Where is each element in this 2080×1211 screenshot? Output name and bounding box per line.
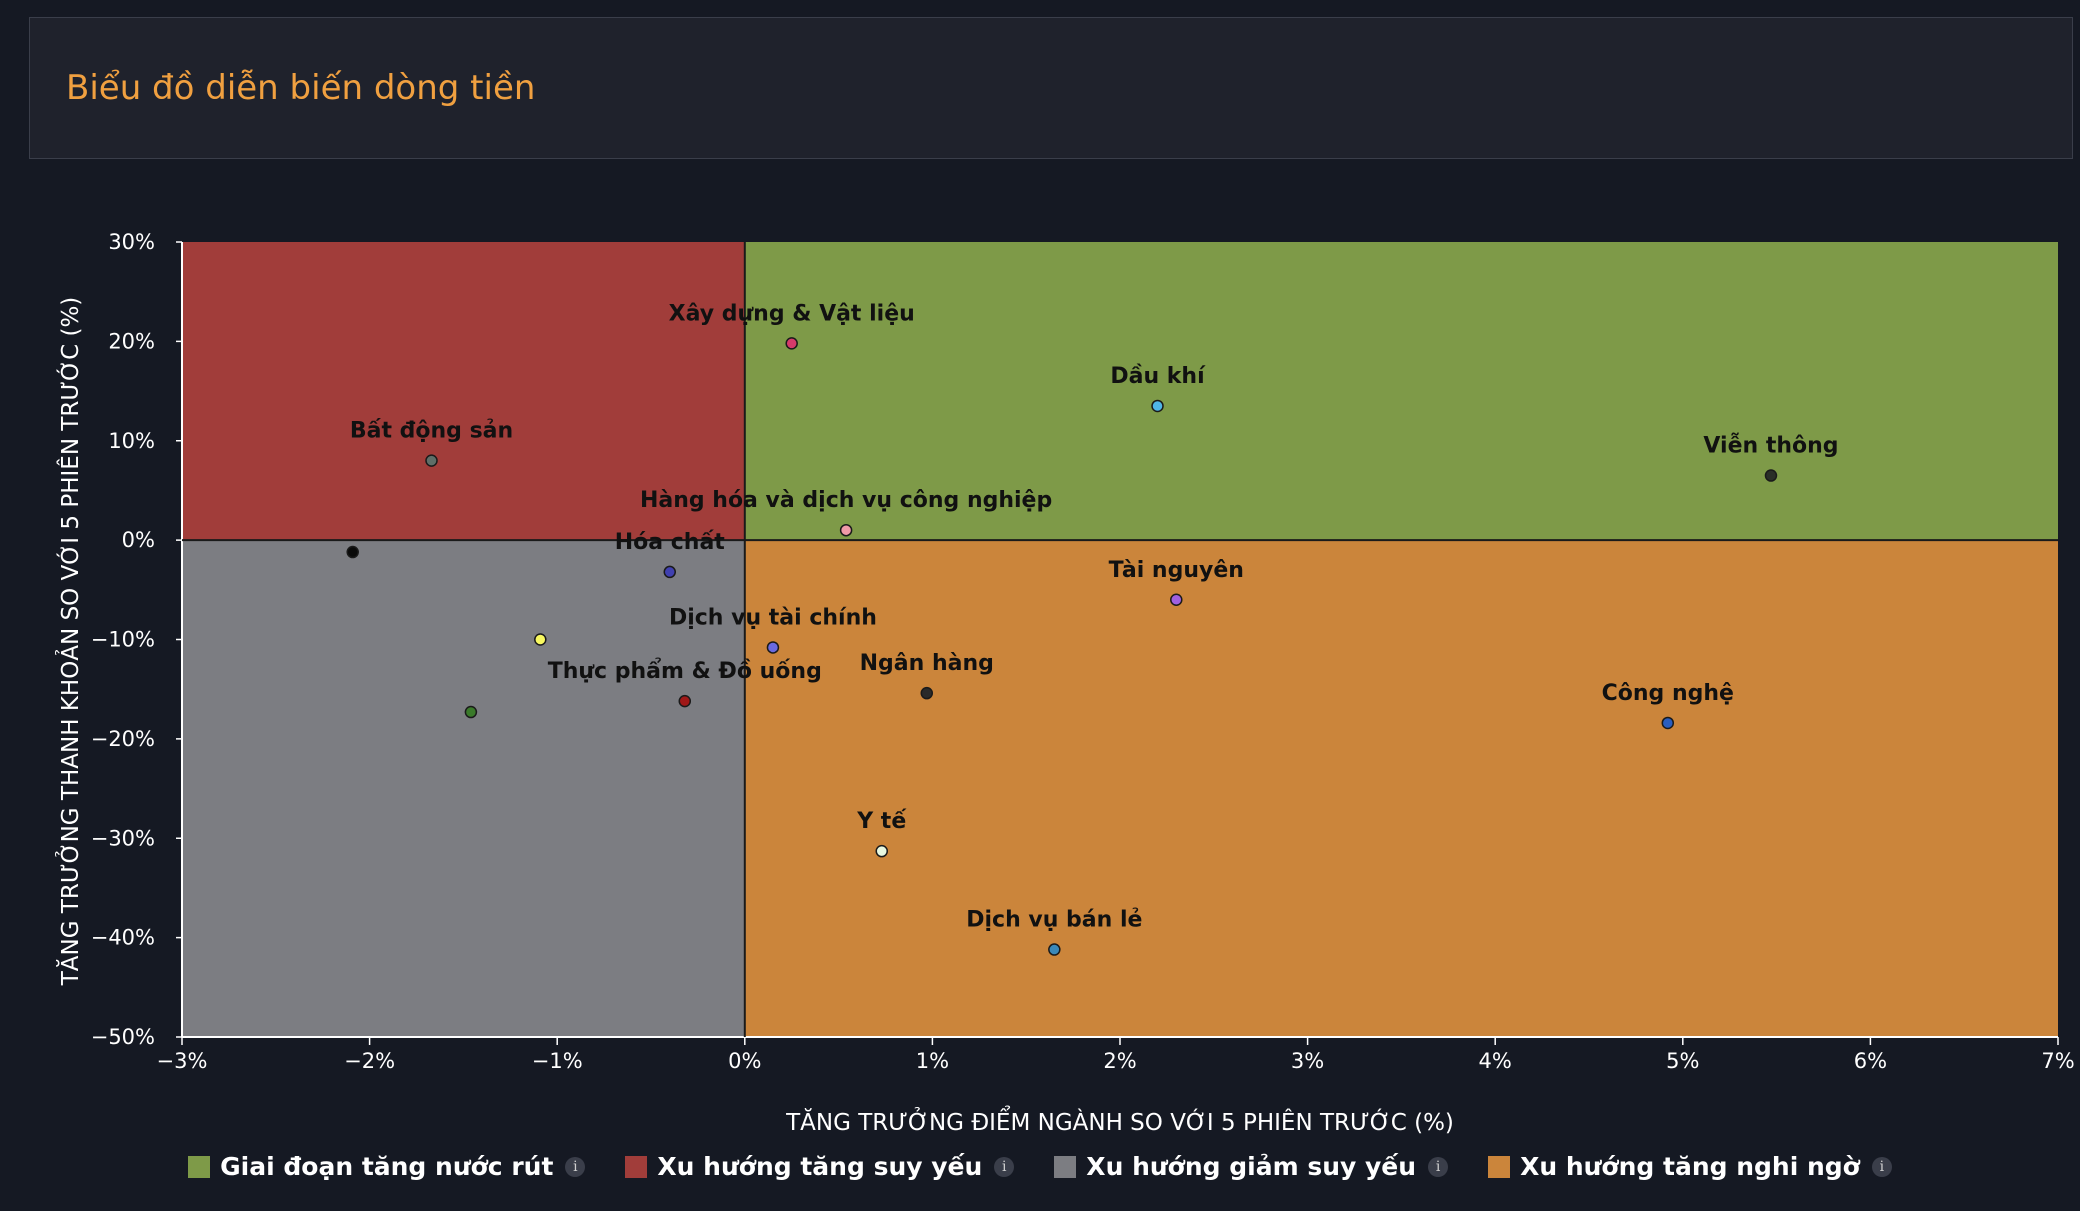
- legend-item-2[interactable]: Xu hướng tăng suy yếu i: [625, 1152, 1015, 1181]
- y-tick-label: 0%: [122, 528, 155, 552]
- y-tick-label: −40%: [91, 926, 155, 950]
- legend: Giai đoạn tăng nước rút i Xu hướng tăng su…: [0, 1152, 2080, 1181]
- legend-label: Xu hướng tăng suy yếu: [657, 1152, 983, 1181]
- y-tick-label: −10%: [91, 628, 155, 652]
- y-axis-title: TĂNG TRƯỞNG THANH KHOẢN SO VỚI 5 PHIÊN T…: [55, 297, 84, 987]
- header-panel: Biểu đồ diễn biến dòng tiền: [29, 17, 2073, 159]
- point-label: Tài nguyên: [1109, 558, 1244, 583]
- point-marker[interactable]: [920, 686, 934, 700]
- info-icon[interactable]: i: [565, 1156, 586, 1177]
- legend-item-1[interactable]: Giai đoạn tăng nước rút i: [188, 1152, 586, 1181]
- data-point[interactable]: Y tế: [856, 809, 907, 858]
- legend-swatch: [625, 1155, 648, 1178]
- x-tick-label: 0%: [728, 1049, 761, 1073]
- y-tick-label: −20%: [91, 727, 155, 751]
- point-label: Hàng hóa và dịch vụ công nghiệp: [640, 488, 1052, 513]
- point-marker[interactable]: [785, 337, 798, 350]
- x-tick-label: −2%: [344, 1049, 395, 1073]
- info-icon[interactable]: i: [1428, 1156, 1449, 1177]
- data-point[interactable]: Dầu khí: [1110, 364, 1206, 413]
- point-marker[interactable]: [663, 565, 677, 579]
- data-point[interactable]: Ngân hàng: [860, 651, 994, 700]
- legend-item-4[interactable]: Xu hướng tăng nghi ngờ i: [1488, 1152, 1892, 1181]
- data-point[interactable]: [346, 545, 359, 559]
- data-point[interactable]: [464, 705, 478, 719]
- x-tick-label: 5%: [1666, 1049, 1699, 1073]
- point-marker[interactable]: [839, 523, 853, 537]
- quadrant-1: [744, 242, 2058, 541]
- x-tick-label: 7%: [2041, 1049, 2074, 1073]
- legend-label: Giai đoạn tăng nước rút: [220, 1152, 554, 1181]
- point-marker[interactable]: [425, 454, 438, 467]
- x-axis-title: TĂNG TRƯỞNG ĐIỂM NGÀNH SO VỚI 5 PHIÊN TR…: [785, 1106, 1454, 1136]
- y-tick-label: −50%: [91, 1025, 155, 1049]
- x-tick-label: 1%: [916, 1049, 949, 1073]
- point-marker[interactable]: [1151, 399, 1164, 413]
- legend-label: Xu hướng tăng nghi ngờ: [1520, 1152, 1860, 1181]
- point-label: Xây dựng & Vật liệu: [669, 301, 915, 326]
- info-icon[interactable]: i: [1871, 1156, 1892, 1177]
- x-tick-label: −1%: [532, 1049, 583, 1073]
- x-tick-label: 6%: [1854, 1049, 1887, 1073]
- point-marker[interactable]: [534, 633, 547, 646]
- x-tick-label: −3%: [157, 1049, 208, 1073]
- x-tick-label: 2%: [1103, 1049, 1136, 1073]
- point-marker[interactable]: [1170, 593, 1183, 606]
- point-label: Thực phẩm & Đồ uống: [548, 658, 822, 684]
- data-point[interactable]: Dịch vụ tài chính: [669, 605, 877, 654]
- y-tick-label: 10%: [108, 429, 155, 453]
- point-marker[interactable]: [1764, 469, 1778, 482]
- point-marker[interactable]: [346, 545, 359, 559]
- x-tick-label: 3%: [1291, 1049, 1324, 1073]
- point-label: Công nghệ: [1602, 681, 1734, 706]
- data-point[interactable]: Hóa chất: [615, 530, 726, 579]
- y-tick-label: 30%: [108, 230, 155, 254]
- point-label: Y tế: [856, 809, 907, 834]
- point-marker[interactable]: [766, 641, 780, 654]
- point-marker[interactable]: [875, 844, 888, 858]
- quadrant-3: [182, 540, 745, 1037]
- point-label: Hóa chất: [615, 530, 726, 555]
- data-point[interactable]: Xây dựng & Vật liệu: [669, 301, 915, 350]
- point-label: Dầu khí: [1110, 364, 1206, 389]
- point-label: Ngân hàng: [860, 651, 994, 676]
- data-point[interactable]: Thực phẩm & Đồ uống: [548, 658, 822, 708]
- data-point[interactable]: Bất động sản: [350, 419, 513, 467]
- page-title: Biểu đồ diễn biến dòng tiền: [66, 68, 536, 108]
- scatter-chart: −3% −2% −1% 0% 1% 2% 3% 4% 5% 6% 7% 30% 20% 10% 0% −10%…: [55, 230, 2075, 1136]
- legend-swatch: [188, 1155, 211, 1178]
- quadrant-2: [182, 242, 745, 541]
- point-marker[interactable]: [1048, 943, 1061, 956]
- data-point[interactable]: Viễn thông: [1703, 434, 1839, 482]
- point-marker[interactable]: [678, 694, 692, 708]
- point-label: Bất động sản: [350, 419, 513, 444]
- data-point[interactable]: Công nghệ: [1602, 681, 1734, 730]
- legend-swatch: [1488, 1155, 1511, 1178]
- data-point[interactable]: Tài nguyên: [1109, 558, 1244, 606]
- point-label: Dịch vụ tài chính: [669, 605, 877, 630]
- point-marker[interactable]: [1661, 716, 1675, 730]
- x-tick-label: 4%: [1479, 1049, 1512, 1073]
- data-point[interactable]: Hàng hóa và dịch vụ công nghiệp: [640, 488, 1052, 537]
- legend-item-3[interactable]: Xu hướng giảm suy yếu i: [1054, 1152, 1449, 1181]
- point-label: Viễn thông: [1703, 434, 1838, 459]
- legend-swatch: [1054, 1155, 1077, 1178]
- point-label: Dịch vụ bán lẻ: [966, 908, 1142, 933]
- data-point[interactable]: [534, 633, 547, 646]
- point-marker[interactable]: [464, 705, 478, 719]
- y-tick-label: 20%: [108, 329, 155, 353]
- data-point[interactable]: Dịch vụ bán lẻ: [966, 908, 1142, 956]
- quadrant-4: [744, 540, 2058, 1037]
- legend-label: Xu hướng giảm suy yếu: [1086, 1152, 1417, 1181]
- y-tick-label: −30%: [91, 826, 155, 850]
- info-icon[interactable]: i: [994, 1156, 1015, 1177]
